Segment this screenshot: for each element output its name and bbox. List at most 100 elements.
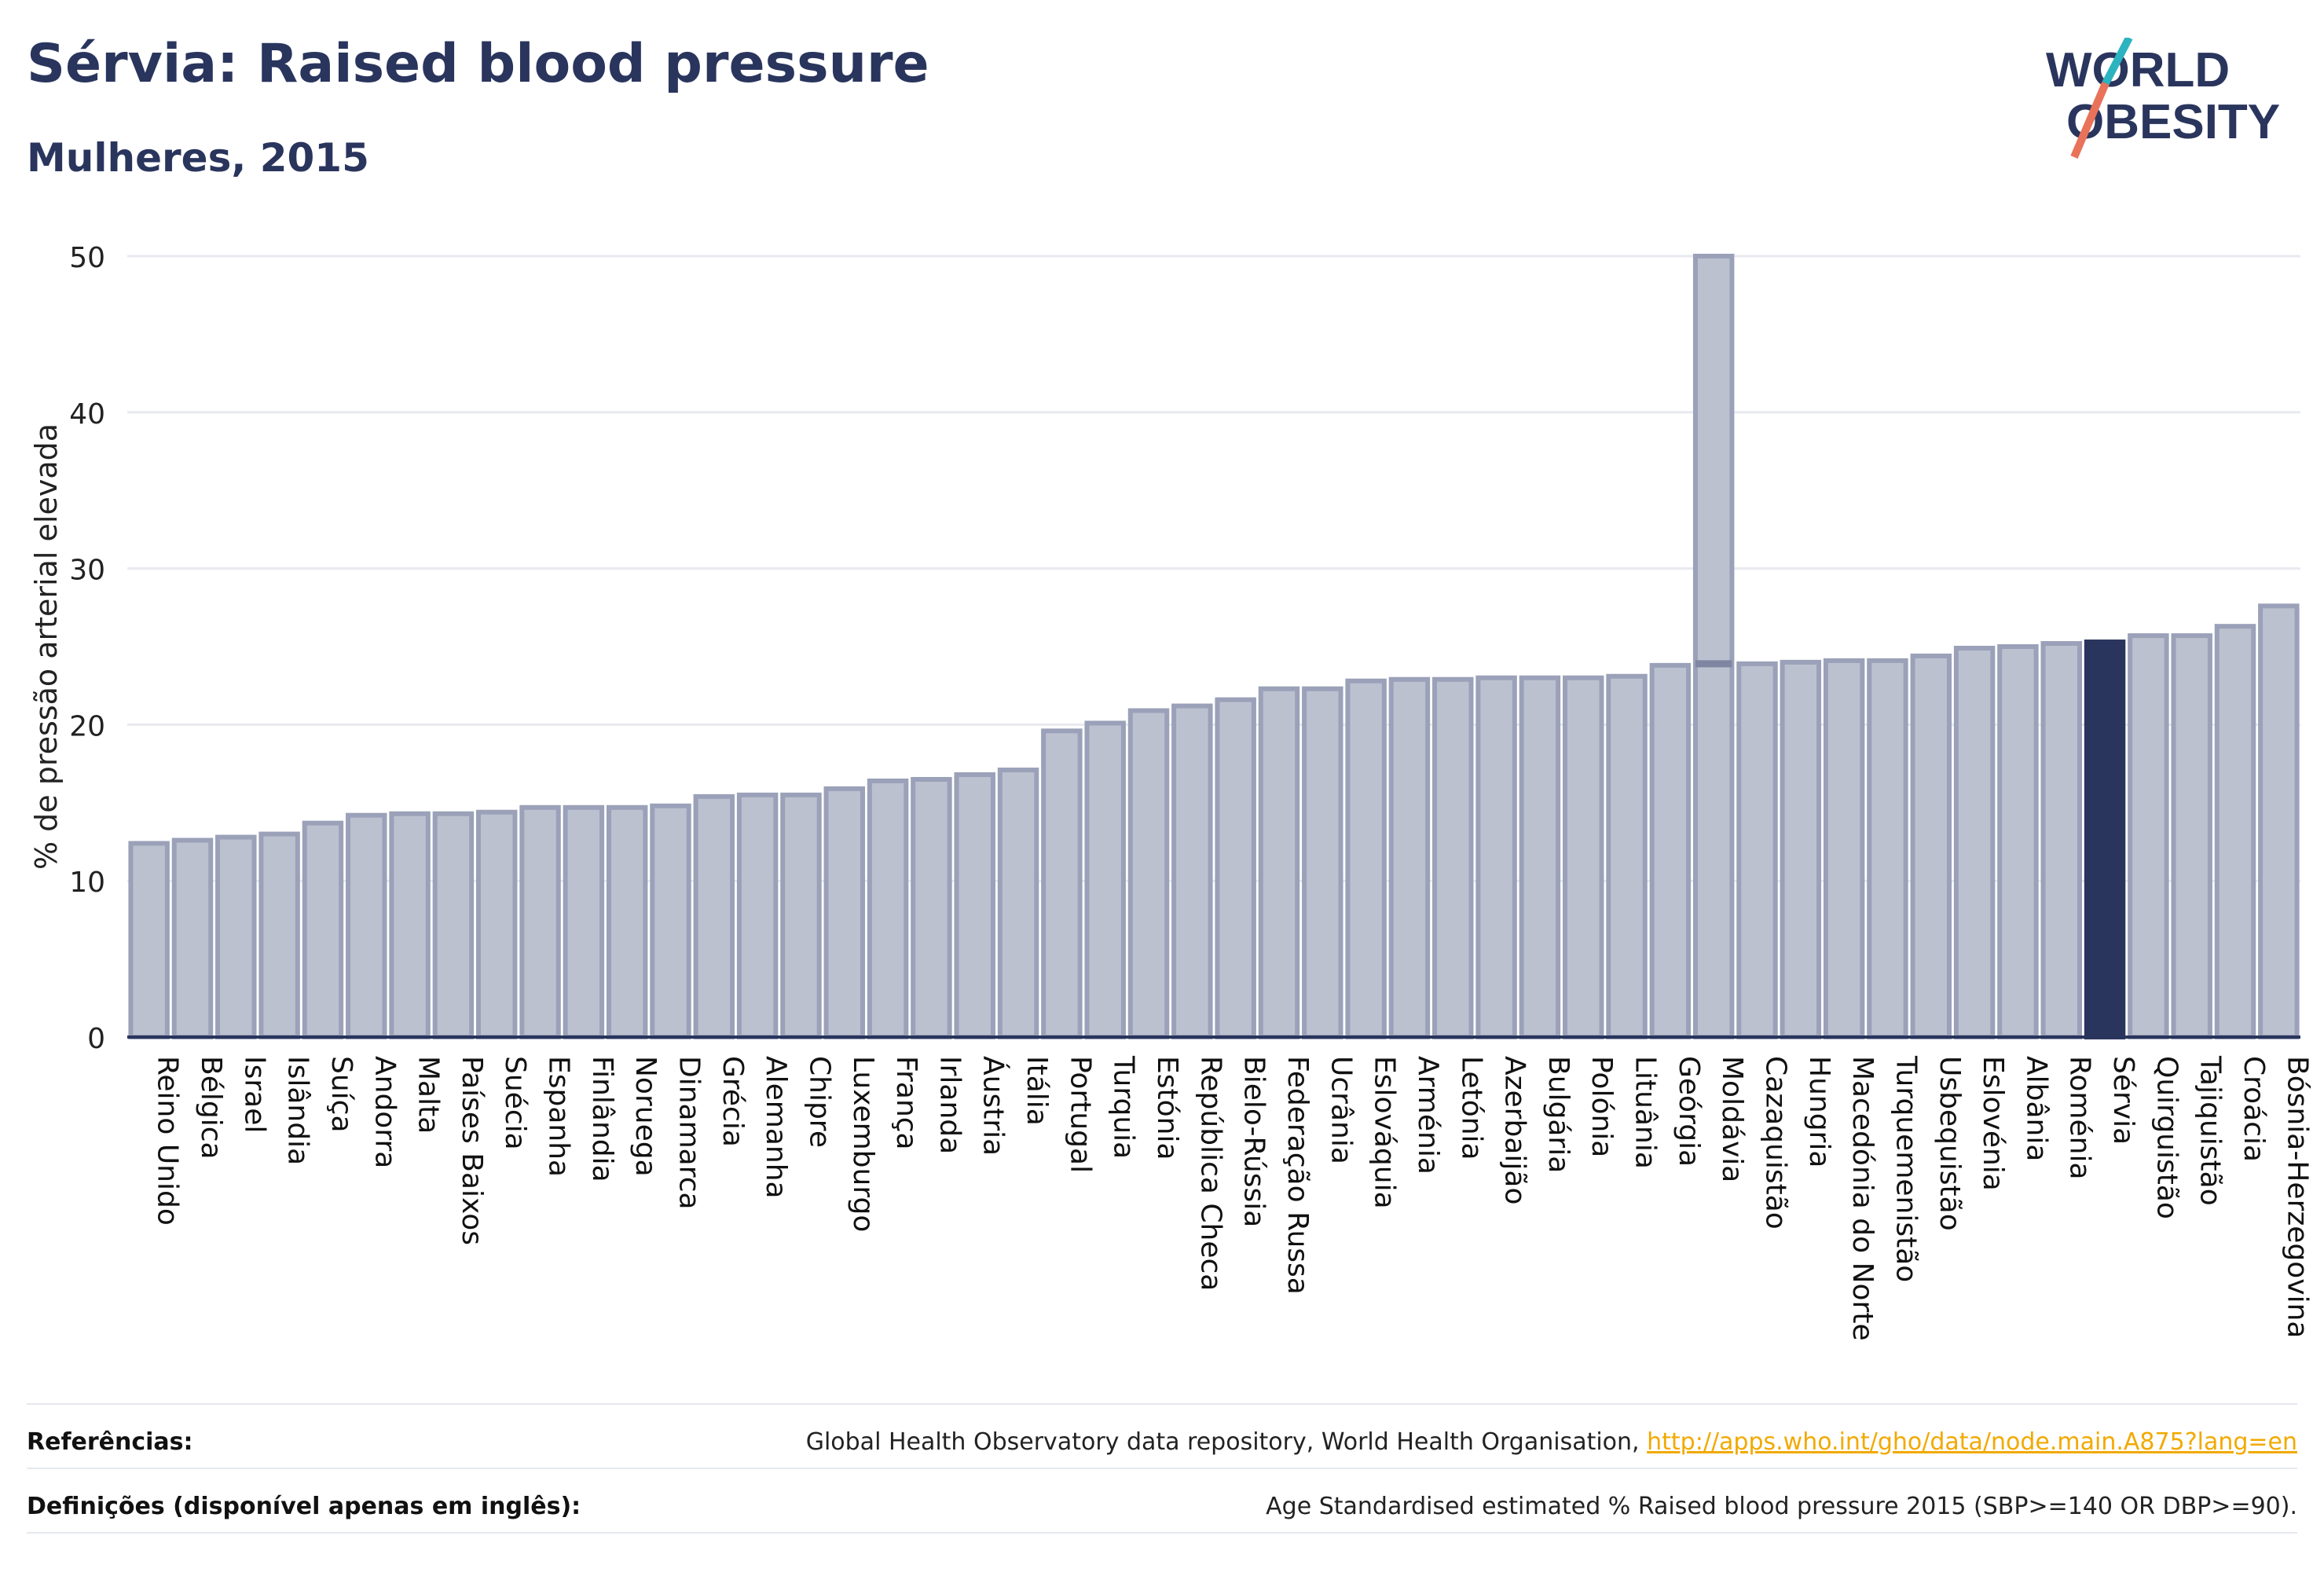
bar <box>1997 644 2039 1039</box>
x-tick-label: Macedónia do Norte <box>1846 1056 1879 1341</box>
footer-divider-top <box>27 1403 2297 1405</box>
y-tick-label: 50 <box>69 242 105 274</box>
bar <box>1953 645 1996 1039</box>
x-tick-label: Eslovénia <box>1977 1056 2009 1191</box>
bar <box>475 809 518 1040</box>
bar <box>1345 678 1387 1040</box>
bar <box>1302 686 1343 1040</box>
y-tick-label: 10 <box>69 867 105 899</box>
bar <box>1388 676 1431 1039</box>
x-tick-label: Países Baixos <box>456 1056 488 1245</box>
bar <box>867 778 909 1040</box>
x-tick-label: Irlanda <box>933 1056 966 1154</box>
x-tick-label: Luxemburgo <box>847 1056 879 1232</box>
bar <box>1736 661 1778 1039</box>
bar <box>2128 633 2169 1039</box>
y-tick-label: 40 <box>69 398 105 431</box>
bar <box>2084 640 2126 1039</box>
x-tick-label: Hungria <box>1803 1056 1835 1167</box>
x-tick-label: Noruega <box>629 1056 662 1177</box>
definitions-text: Age Standardised estimated % Raised bloo… <box>1266 1492 2297 1520</box>
bar <box>215 834 257 1040</box>
references-link[interactable]: http://apps.who.int/gho/data/node.main.A… <box>1647 1428 2297 1456</box>
x-tick-label: Suécia <box>499 1056 531 1150</box>
x-tick-label: Quirguistão <box>2150 1056 2183 1219</box>
bar <box>997 768 1039 1039</box>
bar <box>2171 633 2212 1039</box>
x-tick-label: Itália <box>1021 1056 1053 1126</box>
x-tick-label: Tajiquistão <box>2194 1055 2227 1206</box>
bar <box>1649 662 1692 1040</box>
x-tick-label: França <box>890 1056 922 1150</box>
bar <box>650 803 691 1039</box>
x-tick-label: Roménia <box>2064 1056 2096 1180</box>
y-axis-label: % de pressão arterial elevada <box>29 423 64 870</box>
x-tick-label: Usbequistão <box>1934 1056 1966 1231</box>
x-tick-label: Letónia <box>1455 1056 1487 1160</box>
x-tick-label: Croácia <box>2238 1056 2270 1162</box>
x-tick-label: Sérvia <box>2107 1056 2139 1145</box>
y-tick-label: 20 <box>69 710 105 742</box>
bar-chart: 0 10 20 30 40 50 % de pressão arterial elevada… <box>29 242 2313 1341</box>
x-tick-label: Espanha <box>543 1056 575 1177</box>
x-tick-label: Finlândia <box>586 1056 618 1182</box>
references-text: Global Health Observatory data repositor… <box>805 1428 1640 1456</box>
bar <box>1475 675 1517 1039</box>
definitions-row: Definições (disponível apenas em inglês)… <box>27 1475 2297 1537</box>
x-tick-label: Suíça <box>325 1056 357 1133</box>
x-tick-label: Alemanha <box>760 1056 792 1199</box>
bar <box>128 841 170 1040</box>
bar <box>606 804 648 1040</box>
bar <box>823 786 866 1040</box>
bar <box>1519 675 1561 1039</box>
x-tick-label: Moldávia <box>1716 1056 1748 1182</box>
bar <box>346 812 387 1039</box>
bar <box>302 820 344 1040</box>
x-tick-label: Lituânia <box>1629 1056 1662 1169</box>
bar <box>519 804 561 1040</box>
bar <box>1910 653 1952 1039</box>
bar <box>171 837 214 1039</box>
bar <box>1867 658 1908 1040</box>
bar <box>563 804 605 1040</box>
x-tick-label: Dinamarca <box>673 1056 706 1210</box>
footer-divider-middle <box>27 1468 2297 1469</box>
x-tick-label: Geórgia <box>1673 1056 1705 1167</box>
y-tick-label: 0 <box>87 1023 105 1055</box>
x-tick-label: Malta <box>412 1056 445 1134</box>
logo-line2: OBESITY <box>2066 95 2280 149</box>
bar <box>954 772 995 1039</box>
bar <box>693 793 735 1040</box>
world-obesity-logo: WORLD OBESITY <box>2046 38 2280 159</box>
references-row: Referências: Global Health Observatory d… <box>27 1411 2297 1472</box>
x-tick-label: Estónia <box>1151 1056 1183 1160</box>
bar <box>1041 728 1083 1039</box>
bar <box>1432 676 1474 1039</box>
x-tick-label: Portugal <box>1064 1056 1096 1173</box>
bar <box>1692 254 1735 1039</box>
x-tick-label: Áustria <box>977 1056 1010 1156</box>
x-tick-label: Albânia <box>2020 1056 2052 1161</box>
x-tick-label: Polónia <box>1585 1056 1618 1157</box>
bar <box>1127 708 1170 1039</box>
bar <box>911 776 952 1039</box>
definitions-label: Definições (disponível apenas em inglês)… <box>27 1492 581 1520</box>
x-tick-label: Ucrânia <box>1325 1056 1357 1164</box>
x-tick-label: Reino Unido <box>152 1056 184 1226</box>
logo-accent-coral <box>2070 82 2110 159</box>
x-tick-label: Israel <box>238 1056 270 1133</box>
logo-line1: WORLD <box>2046 43 2230 97</box>
bar <box>1084 720 1126 1039</box>
bar <box>2214 624 2256 1039</box>
chart-title: Sérvia: Raised blood pressure <box>27 33 929 95</box>
x-tick-label: Federação Russa <box>1281 1056 1314 1295</box>
x-tick-label: Turquemenistão <box>1890 1055 1922 1282</box>
x-tick-label: Turquia <box>1108 1055 1140 1159</box>
bar <box>1215 697 1256 1039</box>
bar <box>1823 658 1865 1040</box>
x-tick-label: Grécia <box>717 1056 749 1147</box>
x-tick-label: Islândia <box>282 1056 314 1165</box>
references-value: Global Health Observatory data repositor… <box>806 1428 2297 1456</box>
logo-accent-teal <box>2102 38 2133 86</box>
x-tick-label: Bósnia-Herzegovina <box>2281 1056 2313 1338</box>
